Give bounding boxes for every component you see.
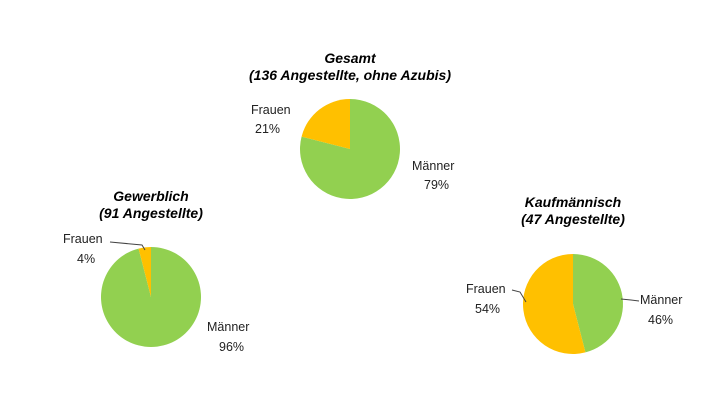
- pie-gesamt: [300, 99, 401, 200]
- pie-slice-maenner: [101, 247, 202, 347]
- pie-slice-frauen: [138, 247, 151, 297]
- chart-subtitle: (47 Angestellte): [521, 211, 625, 227]
- slice-value-frauen: 21%: [255, 122, 280, 136]
- slice-value-maenner: 46%: [648, 313, 673, 327]
- chart-title: Gesamt: [324, 50, 377, 66]
- chart-gesamt: Gesamt (136 Angestellte, ohne Azubis) Fr…: [249, 50, 454, 200]
- slice-value-frauen: 54%: [475, 302, 500, 316]
- slice-label-frauen: Frauen: [63, 232, 103, 246]
- leader-line: [620, 298, 640, 302]
- pie-slice-frauen: [522, 254, 586, 354]
- slice-label-maenner: Männer: [207, 320, 249, 334]
- leader-line: [109, 241, 146, 251]
- chart-subtitle: (136 Angestellte, ohne Azubis): [249, 67, 451, 83]
- chart-title: Kaufmännisch: [525, 194, 621, 210]
- slice-label-maenner: Männer: [412, 159, 454, 173]
- chart-kaufmaennisch: Kaufmännisch (47 Angestellte) Frauen 54%…: [466, 194, 682, 354]
- pie-kaufmaennisch: [522, 254, 623, 354]
- slice-label-frauen: Frauen: [466, 282, 506, 296]
- leader-line: [511, 289, 527, 303]
- slice-value-frauen: 4%: [77, 252, 95, 266]
- slice-value-maenner: 96%: [219, 340, 244, 354]
- pie-gewerblich: [101, 247, 202, 347]
- pie-slice-maenner: [300, 99, 401, 200]
- chart-subtitle: (91 Angestellte): [99, 205, 203, 221]
- chart-gewerblich: Gewerblich (91 Angestellte) Frauen 4% Mä…: [63, 188, 249, 354]
- chart-title: Gewerblich: [113, 188, 188, 204]
- pie-slice-frauen: [301, 99, 350, 149]
- slice-label-maenner: Männer: [640, 293, 682, 307]
- slice-value-maenner: 79%: [424, 178, 449, 192]
- slice-label-frauen: Frauen: [251, 103, 291, 117]
- pie-slice-maenner: [573, 254, 623, 353]
